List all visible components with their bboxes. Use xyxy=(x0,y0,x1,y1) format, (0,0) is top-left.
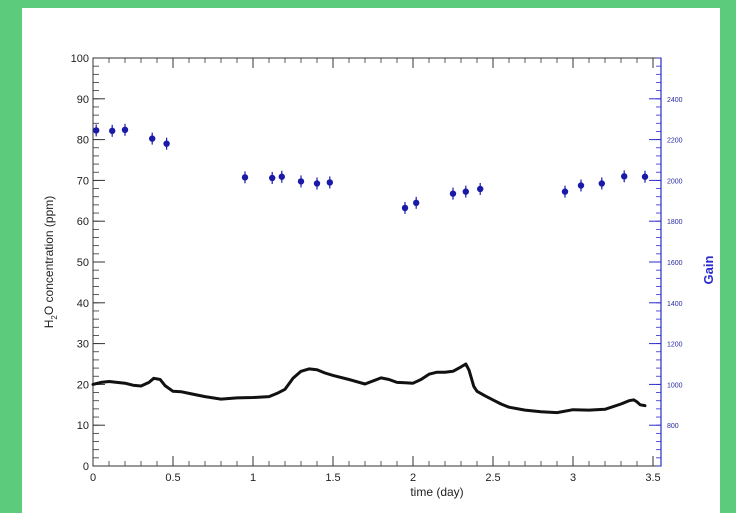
y-tick-label: 100 xyxy=(71,53,89,65)
gain-point xyxy=(462,188,469,195)
gain-point xyxy=(621,173,628,180)
gain-point xyxy=(413,199,420,207)
y-tick-label: 90 xyxy=(77,94,89,106)
gain-point xyxy=(598,180,605,187)
y-tick-label: 70 xyxy=(77,175,89,187)
y2-tick-label: 2400 xyxy=(667,97,683,104)
y-tick-label: 10 xyxy=(77,420,89,432)
gain-point xyxy=(577,182,585,189)
h2o-concentration-line xyxy=(91,362,647,415)
gain-point xyxy=(241,174,249,181)
y-tick-label: 0 xyxy=(83,461,89,473)
y2-tick-label: 1600 xyxy=(667,260,683,267)
x-tick-label: 2.5 xyxy=(485,472,500,484)
gain-point xyxy=(109,127,116,135)
gain-point xyxy=(93,127,100,134)
y-axis-title-part: H xyxy=(42,320,56,329)
y2-tick-label: 1200 xyxy=(667,342,683,349)
x-axis-title: time (day) xyxy=(410,485,463,499)
y-tick-label: 40 xyxy=(77,298,89,310)
x-tick-label: 0.5 xyxy=(165,472,180,484)
gain-point xyxy=(641,173,649,180)
y2-axis-title: Gain xyxy=(701,255,716,284)
gain-point xyxy=(163,140,170,147)
gain-point xyxy=(313,180,321,187)
gain-point xyxy=(326,179,333,186)
gain-point xyxy=(401,204,409,212)
x-tick-label: 1 xyxy=(250,472,256,484)
gain-point xyxy=(121,126,129,134)
gain-point xyxy=(269,174,276,182)
gain-point xyxy=(477,185,484,193)
y-tick-label: 50 xyxy=(77,257,89,269)
y-axis-title: H2O concentration (ppm) xyxy=(42,196,59,329)
y2-tick-label: 1400 xyxy=(667,301,683,308)
y-axis-title-subscript: 2 xyxy=(50,315,59,320)
y-tick-label: 80 xyxy=(77,135,89,147)
y2-tick-label: 1800 xyxy=(667,219,683,226)
x-tick-label: 3.5 xyxy=(645,472,660,484)
y2-tick-label: 2000 xyxy=(667,178,683,185)
gain-point xyxy=(561,188,569,195)
y-tick-label: 60 xyxy=(77,216,89,228)
plot-area xyxy=(92,57,662,467)
y-tick-label: 20 xyxy=(77,379,89,391)
x-tick-label: 1.5 xyxy=(325,472,340,484)
chart-frame: 0 0.5 1 1.5 2 2.5 3 3.5 0 10 20 30 40 50 60 70 80 90 100 80… xyxy=(22,8,720,513)
x-tick-label: 3 xyxy=(570,472,576,484)
y2-tick-label: 1000 xyxy=(667,382,683,389)
gain-point xyxy=(149,135,156,142)
x-tick-label: 0 xyxy=(90,472,96,484)
gain-point xyxy=(278,173,285,180)
gain-point xyxy=(297,178,305,185)
chart: 0 0.5 1 1.5 2 2.5 3 3.5 0 10 20 30 40 50 60 70 80 90 100 80… xyxy=(42,53,716,499)
y-tick-label: 30 xyxy=(77,339,89,351)
y2-tick-label: 800 xyxy=(667,423,679,430)
x-tick-label: 2 xyxy=(410,472,416,484)
y-axis-title-part: O concentration (ppm) xyxy=(42,196,56,315)
gain-point xyxy=(449,190,457,197)
y2-tick-label: 2200 xyxy=(667,138,683,145)
